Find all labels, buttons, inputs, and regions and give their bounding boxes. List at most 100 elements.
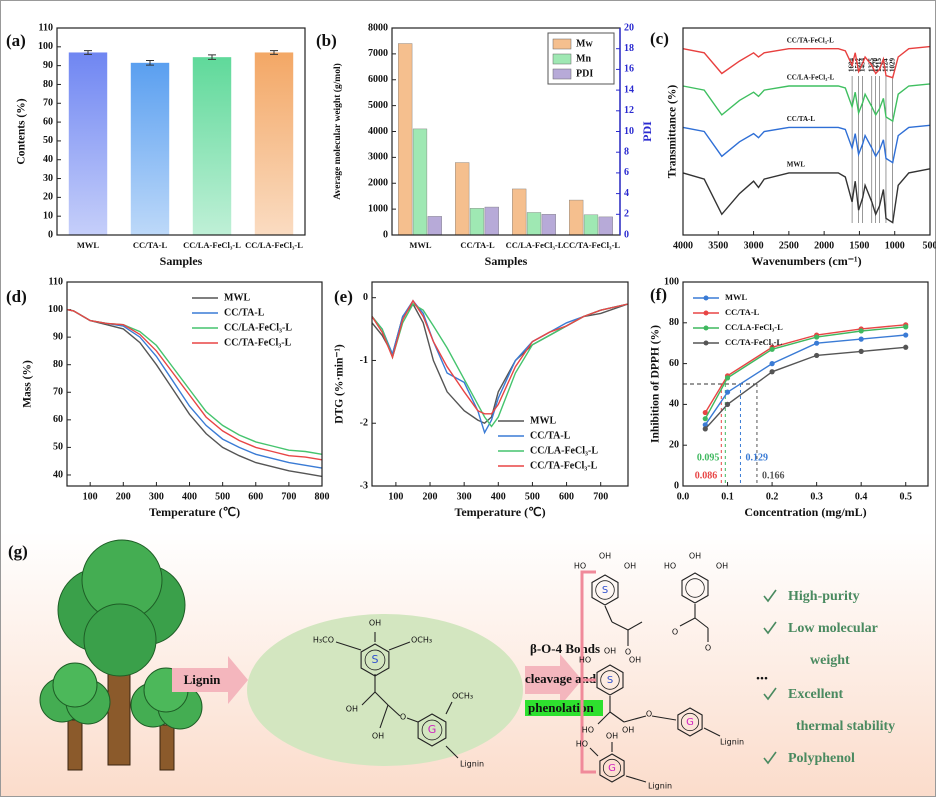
data-line — [704, 324, 906, 413]
error-bar — [84, 50, 92, 55]
y-tick-label: 1000 — [368, 203, 388, 214]
atom-label: H₃CO — [313, 636, 334, 645]
arrow — [525, 654, 582, 706]
legend-label: CC/LA-FeCl₃-L — [725, 322, 783, 332]
arrow — [172, 656, 248, 704]
y-tick-label: -1 — [360, 355, 368, 366]
y-tick-label: 100 — [664, 276, 679, 287]
atom-label: OH — [629, 656, 641, 665]
atom-label: OCH₃ — [411, 636, 432, 645]
bar — [526, 212, 542, 236]
ring-circle — [595, 580, 615, 600]
y2-tick-label: 4 — [624, 188, 629, 199]
data-point — [814, 352, 820, 359]
y2-tick-label: 18 — [624, 43, 634, 54]
x-tick-label: 200 — [116, 491, 131, 502]
y-tick-label: 3000 — [368, 152, 388, 163]
atom-label: OH — [716, 562, 728, 571]
y-tick-label: 4000 — [368, 126, 388, 137]
x-tick-label: 800 — [315, 491, 330, 502]
benzene-ring — [677, 707, 703, 737]
panel-label: (d) — [6, 287, 27, 306]
feature: Polyphenol — [788, 751, 855, 766]
legend-label: CC/TA-L — [530, 430, 571, 441]
y2-tick-label: 8 — [624, 146, 629, 157]
y-tick-label: 10 — [43, 210, 53, 221]
data-point — [702, 422, 708, 428]
atom-label: OH — [372, 732, 384, 741]
y-tick-label: 60 — [669, 358, 679, 369]
x-tick-label: 3000 — [744, 240, 764, 251]
atom-label: Lignin — [648, 782, 672, 791]
data-line — [682, 83, 931, 123]
y-tick-label: 8000 — [368, 22, 388, 33]
error-bar — [208, 54, 216, 60]
data-point — [724, 401, 731, 407]
legend-label: MWL — [725, 292, 748, 302]
atom-label: Lignin — [460, 760, 484, 769]
data-point — [858, 348, 864, 354]
panel-label: (a) — [6, 31, 26, 50]
atom-label: Lignin — [720, 738, 744, 747]
y-tick-label: 50 — [43, 135, 53, 146]
x-tick-label: 0.4 — [855, 491, 868, 502]
y-tick-label: 60 — [53, 414, 63, 425]
lignin-ellipse — [247, 614, 523, 766]
feature: thermal stability — [796, 719, 895, 734]
x-tick-label: 4000 — [673, 240, 693, 251]
panel-label: (c) — [650, 29, 669, 48]
x-tick-label: 100 — [83, 491, 98, 502]
data-line — [682, 45, 931, 79]
x-tick-label: 2500 — [779, 240, 799, 251]
error-bar — [270, 50, 278, 55]
data-line — [682, 168, 931, 224]
bar — [569, 199, 584, 236]
data-point — [702, 409, 708, 416]
y-tick-label: 90 — [43, 60, 53, 71]
benzene-ring — [591, 574, 619, 606]
atom-label: OH — [624, 562, 636, 571]
x-tick-label: 500 — [923, 240, 936, 251]
x-tick-label: 300 — [457, 491, 472, 502]
benzene-ring — [360, 643, 390, 677]
y-tick-label: 110 — [39, 22, 53, 33]
x-tick-label: CC/TA-L — [460, 240, 495, 250]
atom-label: HO — [582, 726, 594, 735]
bar — [512, 188, 527, 236]
ring-circle — [680, 712, 700, 732]
benzene-ring — [681, 572, 709, 604]
peak-label: 1512 — [854, 58, 862, 73]
series-label: CC/TA-L — [787, 115, 816, 123]
y2-tick-label: 2 — [624, 209, 629, 220]
y2-tick-label: 6 — [624, 167, 629, 178]
x-tick-label: 400 — [491, 491, 506, 502]
atom-label: OH — [369, 619, 381, 628]
data-line — [704, 326, 906, 420]
x-tick-label: 700 — [281, 491, 296, 502]
data-point — [724, 389, 731, 395]
y-tick-label: 20 — [43, 192, 53, 203]
ring-circle — [600, 670, 620, 690]
x-tick-label: CC/TA-FeCl₃-L — [563, 240, 620, 250]
series-label: CC/LA-FeCl₃-L — [787, 74, 835, 82]
atom-label: OCH₃ — [452, 692, 473, 701]
benzene-ring — [417, 713, 447, 747]
ring-label: S — [372, 653, 379, 666]
bar — [68, 52, 108, 235]
ring-label: S — [607, 675, 613, 686]
feature: Low molecular — [788, 621, 878, 636]
atom-label: OH — [346, 705, 358, 714]
legend-label: PDI — [576, 68, 593, 79]
atom-label: O — [625, 648, 631, 657]
legend-label: CC/TA-FeCl₃-L — [224, 337, 292, 348]
panel-label: (g) — [8, 542, 28, 561]
x-tick-label: CC/LA-FeCl₃-L — [506, 240, 564, 250]
ring-circle — [364, 649, 386, 671]
y-tick-label: 0 — [363, 292, 368, 303]
check-marks — [763, 589, 777, 765]
data-point — [769, 346, 775, 352]
bracket — [580, 570, 596, 774]
x-tick-label: MWL — [77, 240, 100, 250]
x-tick-label: 500 — [525, 491, 540, 502]
